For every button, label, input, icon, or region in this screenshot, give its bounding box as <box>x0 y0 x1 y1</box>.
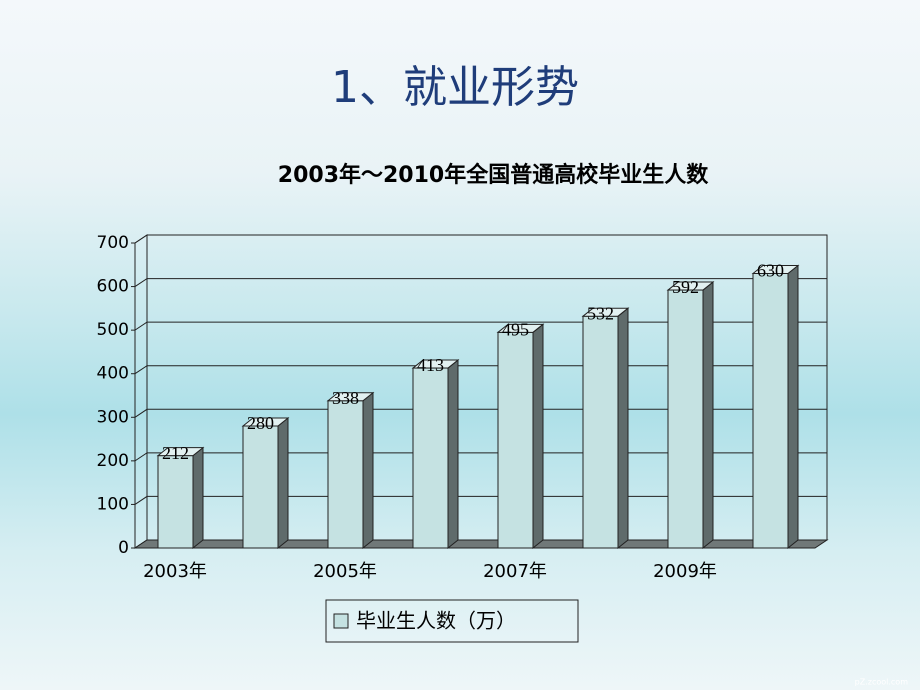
grid-line <box>134 452 827 462</box>
slide-title: 1、就业形势 <box>331 62 579 113</box>
value-label: 280 <box>247 413 274 433</box>
watermark: pZ.zcool.com <box>855 678 909 687</box>
grid-line <box>134 234 827 244</box>
bar-top <box>241 417 290 427</box>
grid-line <box>134 495 827 505</box>
x-tick-label: 2005年 <box>313 561 377 582</box>
bar-top <box>496 323 545 333</box>
bar-side <box>277 416 289 550</box>
bar-top <box>666 281 715 291</box>
chart-title: 2003年～2010年全国普通高校毕业生人数 <box>278 162 709 188</box>
value-label: 630 <box>757 261 784 281</box>
value-label: 212 <box>162 443 189 463</box>
grid-line <box>134 408 827 418</box>
legend-label: 毕业生人数（万） <box>356 609 516 633</box>
bar <box>752 273 789 549</box>
y-tick-label: 600 <box>97 277 129 297</box>
bar-side <box>192 446 204 550</box>
value-label: 592 <box>672 277 699 297</box>
y-tick-label: 700 <box>97 233 129 253</box>
legend-box <box>325 599 579 643</box>
bar-top <box>156 447 205 457</box>
bar-top <box>751 265 800 274</box>
x-tick-label: 2003年 <box>143 561 207 582</box>
bar-side <box>447 359 459 550</box>
x-tick-label: 2007年 <box>483 561 547 582</box>
y-tick-label: 300 <box>97 407 129 427</box>
value-label: 532 <box>587 303 614 323</box>
bar-top <box>581 307 630 317</box>
bar-side <box>617 307 629 550</box>
bar <box>242 425 279 549</box>
bar <box>327 400 364 549</box>
bar-top <box>326 392 375 402</box>
side-wall <box>134 234 148 549</box>
bar-side <box>362 391 374 550</box>
bar <box>582 315 619 549</box>
floor <box>133 539 829 549</box>
value-label: 338 <box>332 388 359 408</box>
y-tick-label: 500 <box>97 320 129 340</box>
bar <box>157 455 194 549</box>
y-tick-label: 400 <box>97 364 129 384</box>
bar-side <box>532 323 544 550</box>
bar <box>497 331 534 549</box>
bar-side <box>702 281 714 550</box>
x-tick-label: 2009年 <box>653 561 717 582</box>
bar-top <box>411 359 460 369</box>
grid-line <box>134 365 827 375</box>
y-tick-label: 100 <box>97 494 129 514</box>
grid-line <box>134 278 827 287</box>
value-label: 495 <box>502 319 529 339</box>
bar-side <box>787 264 799 550</box>
value-label: 413 <box>417 355 444 375</box>
y-tick-label: 200 <box>97 451 129 471</box>
y-tick-label: 0 <box>118 538 129 558</box>
bar <box>667 289 704 549</box>
legend-swatch <box>333 613 349 629</box>
grid-line <box>134 321 827 331</box>
bar <box>412 367 449 549</box>
